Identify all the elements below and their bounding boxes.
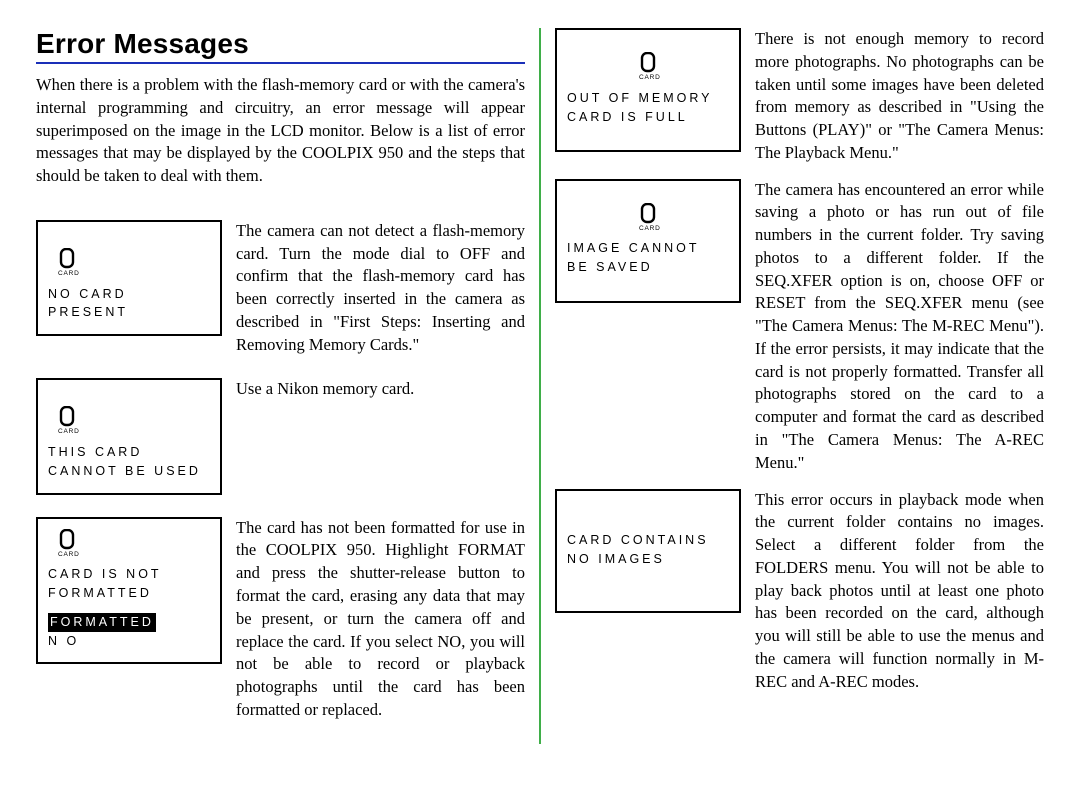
error-row-no-images: CARD CONTAINS NO IMAGES This error occur… (555, 489, 1044, 694)
lcd-line: IMAGE CANNOT (567, 239, 729, 258)
error-desc: There is not enough memory to record mor… (755, 28, 1044, 165)
error-desc: This error occurs in playback mode when … (755, 489, 1044, 694)
card-icon-label: CARD (58, 427, 76, 437)
lcd-image-cannot-save: CARD IMAGE CANNOT BE SAVED (555, 179, 741, 303)
card-icon-label: CARD (639, 224, 657, 234)
error-row-image-cannot-save: CARD IMAGE CANNOT BE SAVED The camera ha… (555, 179, 1044, 475)
card-icon-label: CARD (639, 73, 657, 83)
lcd-line: CARD IS FULL (567, 108, 729, 127)
column-right: CARD OUT OF MEMORY CARD IS FULL There is… (541, 28, 1058, 744)
page-title: Error Messages (36, 28, 525, 60)
lcd-not-formatted: CARD CARD IS NOT FORMATTED FORMATTED N O (36, 517, 222, 665)
lcd-line: OUT OF MEMORY (567, 89, 729, 108)
lcd-line: FORMATTED (48, 584, 210, 603)
lcd-line: THIS CARD (48, 443, 210, 462)
lcd-highlight: FORMATTED (48, 613, 156, 632)
error-desc: Use a Nikon memory card. (236, 378, 525, 401)
error-row-not-formatted: CARD CARD IS NOT FORMATTED FORMATTED N O… (36, 517, 525, 722)
page: Error Messages When there is a problem w… (22, 28, 1058, 744)
lcd-line: NO IMAGES (567, 550, 729, 569)
lcd-line: CARD CONTAINS (567, 531, 729, 550)
card-icon-label: CARD (58, 550, 76, 560)
card-icon: CARD (639, 52, 657, 83)
lcd-line: NO CARD (48, 285, 210, 304)
lcd-line-highlight: FORMATTED (48, 613, 210, 632)
lcd-cannot-use: CARD THIS CARD CANNOT BE USED (36, 378, 222, 494)
lcd-out-of-memory: CARD OUT OF MEMORY CARD IS FULL (555, 28, 741, 152)
card-icon: CARD (639, 203, 657, 234)
lcd-line: N O (48, 632, 210, 651)
card-icon-label: CARD (58, 269, 76, 279)
card-icon: CARD (58, 406, 210, 437)
card-icon: CARD (58, 248, 210, 279)
lcd-line: PRESENT (48, 303, 210, 322)
lcd-no-images: CARD CONTAINS NO IMAGES (555, 489, 741, 613)
error-desc: The camera has encountered an error whil… (755, 179, 1044, 475)
lcd-line: CANNOT BE USED (48, 462, 210, 481)
intro-text: When there is a problem with the flash-m… (36, 74, 525, 188)
lcd-line: CARD IS NOT (48, 565, 210, 584)
lcd-line: BE SAVED (567, 258, 729, 277)
error-desc: The card has not been formatted for use … (236, 517, 525, 722)
error-row-out-of-memory: CARD OUT OF MEMORY CARD IS FULL There is… (555, 28, 1044, 165)
error-row-cannot-use: CARD THIS CARD CANNOT BE USED Use a Niko… (36, 378, 525, 494)
error-row-no-card: CARD NO CARD PRESENT The camera can not … (36, 220, 525, 357)
card-icon: CARD (58, 529, 210, 560)
error-desc: The camera can not detect a flash-memory… (236, 220, 525, 357)
column-left: Error Messages When there is a problem w… (22, 28, 539, 744)
title-rule (36, 62, 525, 64)
lcd-no-card: CARD NO CARD PRESENT (36, 220, 222, 336)
